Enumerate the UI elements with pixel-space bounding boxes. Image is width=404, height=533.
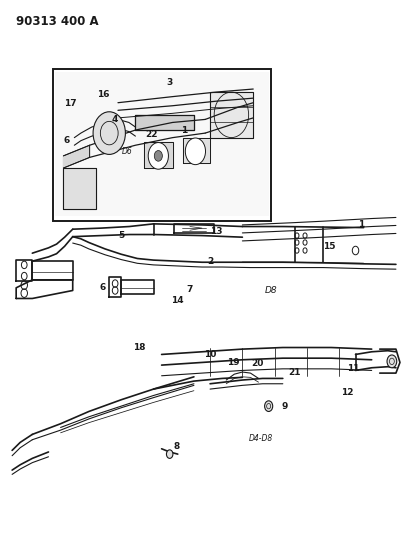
Circle shape bbox=[154, 150, 162, 161]
Text: 20: 20 bbox=[251, 359, 263, 368]
Text: 1: 1 bbox=[358, 221, 365, 229]
Text: 18: 18 bbox=[133, 343, 145, 352]
Polygon shape bbox=[144, 142, 173, 168]
Text: 21: 21 bbox=[289, 368, 301, 376]
Text: 11: 11 bbox=[347, 365, 360, 373]
Circle shape bbox=[265, 401, 273, 411]
Text: 3: 3 bbox=[166, 78, 173, 87]
Text: 6: 6 bbox=[63, 136, 70, 144]
Text: 6: 6 bbox=[100, 284, 106, 292]
Text: D4-D8: D4-D8 bbox=[248, 434, 273, 442]
Text: 4: 4 bbox=[112, 116, 118, 124]
Text: 2: 2 bbox=[207, 257, 213, 265]
Text: 19: 19 bbox=[227, 358, 240, 367]
Text: 14: 14 bbox=[171, 296, 184, 304]
Text: 16: 16 bbox=[97, 91, 109, 99]
Polygon shape bbox=[135, 115, 194, 130]
Text: 15: 15 bbox=[323, 242, 335, 251]
Circle shape bbox=[387, 355, 397, 368]
Polygon shape bbox=[183, 138, 210, 164]
Text: 22: 22 bbox=[145, 130, 158, 139]
Text: D8: D8 bbox=[264, 286, 277, 295]
Text: 17: 17 bbox=[64, 100, 77, 108]
Polygon shape bbox=[63, 146, 90, 168]
Text: 9: 9 bbox=[282, 402, 288, 410]
Circle shape bbox=[185, 138, 206, 165]
Text: 13: 13 bbox=[210, 228, 222, 236]
Text: 5: 5 bbox=[118, 231, 124, 240]
Polygon shape bbox=[63, 168, 96, 209]
Bar bbox=[55, 72, 269, 216]
Text: 10: 10 bbox=[204, 350, 216, 359]
Text: 1: 1 bbox=[181, 126, 187, 135]
Circle shape bbox=[148, 142, 168, 169]
Text: 90313 400 A: 90313 400 A bbox=[16, 15, 99, 28]
Text: D6: D6 bbox=[122, 148, 133, 156]
Text: 7: 7 bbox=[187, 286, 193, 294]
Text: 8: 8 bbox=[173, 442, 180, 451]
Text: 12: 12 bbox=[341, 389, 354, 397]
Bar bbox=[53, 69, 271, 221]
Circle shape bbox=[166, 450, 173, 458]
Circle shape bbox=[93, 112, 125, 155]
Polygon shape bbox=[210, 92, 253, 138]
